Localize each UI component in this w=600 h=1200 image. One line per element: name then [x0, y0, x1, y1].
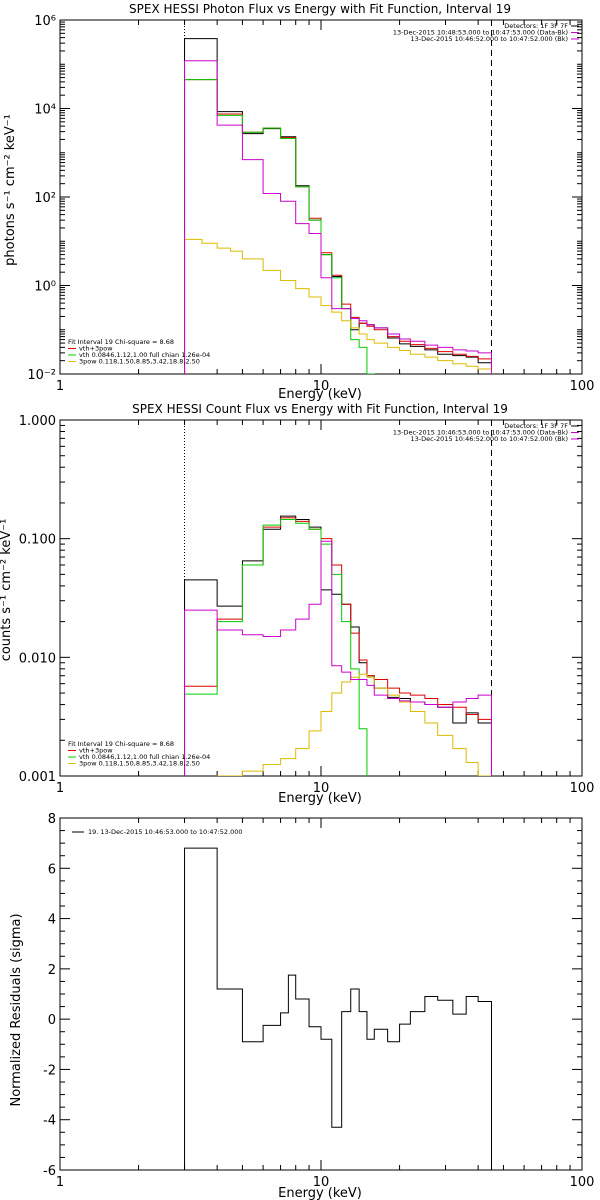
x-axis-label: Energy (keV) [278, 387, 362, 402]
series-line-bk [184, 60, 492, 374]
series-line-3pow [184, 673, 492, 776]
plot-frame [59, 19, 583, 375]
series-line-vth [184, 519, 492, 776]
y-tick-label: 0.001 [19, 770, 56, 785]
x-tick-label: 1 [56, 379, 64, 394]
y-tick-label: 8 [48, 812, 56, 827]
fit-legend-line: vth 0.0846,1.12,1.00 full chian 1.26e-04 [79, 753, 210, 761]
x-axis-label: Energy (keV) [278, 1186, 362, 1200]
y-tick-label: 10⁻² [27, 368, 56, 383]
y-axis-label: photons s⁻¹ cm⁻² keV⁻¹ [3, 114, 18, 266]
series-line-vth-3pow [184, 79, 492, 374]
y-axis-label: Normalized Residuals (sigma) [9, 913, 24, 1106]
y-tick-label: 0.010 [19, 651, 56, 666]
y-tick-label: 0 [48, 1013, 56, 1028]
series-line-vth [184, 79, 492, 374]
count-flux-panel: SPEX HESSI Count Flux vs Energy with Fit… [0, 402, 595, 806]
y-tick-label: -6 [43, 1164, 56, 1179]
plot-frame [59, 817, 583, 1171]
x-tick-label: 100 [570, 781, 595, 796]
info-line: 13-Dec-2015 10:46:52.000 to 10:47:52.000… [411, 435, 569, 443]
y-axis-label: counts s⁻¹ cm⁻² keV⁻¹ [0, 519, 14, 662]
fit-legend-line: Fit Interval 19 Chi-square = 8.68 [68, 338, 174, 346]
x-tick-label: 10 [313, 781, 330, 796]
series-line-data-bk [184, 515, 492, 776]
y-tick-label: 6 [48, 862, 56, 877]
x-tick-label: 10 [313, 379, 330, 394]
fit-legend-line: 3pow 0.118,1.50,8.85,3.42,18.8,2.50 [79, 358, 200, 366]
fit-legend-line: 3pow 0.118,1.50,8.85,3.42,18.8,2.50 [79, 760, 200, 768]
info-line: Detectors: 1F 3F 7F [504, 422, 568, 430]
x-tick-label: 1 [56, 781, 64, 796]
info-line: 13-Dec-2015 10:48:53.000 to 10:47:53.000… [393, 29, 568, 37]
y-tick-label: 10⁶ [34, 14, 56, 29]
y-tick-label: 1.000 [19, 414, 56, 429]
y-tick-label: -2 [43, 1063, 56, 1078]
fit-legend-line: vth+3pow [79, 747, 113, 755]
series-group [184, 847, 492, 1170]
x-axis-label: Energy (keV) [278, 791, 362, 806]
series-line-bk [184, 540, 492, 776]
residuals-panel: Energy (keV) Normalized Residuals (sigma… [9, 812, 594, 1200]
fit-legend-line: vth+3pow [79, 345, 113, 353]
series-line-data-bk [184, 38, 492, 374]
x-tick-label: 10 [313, 1175, 330, 1190]
x-tick-label: 100 [570, 379, 595, 394]
x-tick-label: 100 [570, 1175, 595, 1190]
residual-legend-text: 19. 13-Dec-2015 10:46:53.000 to 10:47:52… [88, 828, 243, 836]
info-line: 13-Dec-2015 10:46:53.000 to 10:47:53.000… [393, 429, 568, 437]
fit-legend-line: vth 0.0846,1.12,1.00 full chian 1.26e-04 [79, 351, 210, 359]
series-line-19 [184, 847, 492, 1170]
y-tick-label: 10⁰ [34, 280, 56, 295]
fit-legend-line: Fit Interval 19 Chi-square = 8.68 [68, 740, 174, 748]
series-line-vth-3pow [184, 517, 492, 776]
info-line: Detectors: 1F 3F 7F [504, 22, 568, 30]
series-group [184, 515, 492, 776]
x-tick-label: 1 [56, 1175, 64, 1190]
y-tick-label: 4 [48, 913, 56, 928]
photon-flux-panel: SPEX HESSI Photon Flux vs Energy with Fi… [3, 2, 595, 402]
y-tick-label: 2 [48, 963, 56, 978]
series-group [184, 38, 492, 374]
y-tick-label: 10² [34, 191, 56, 206]
y-tick-label: -4 [43, 1114, 56, 1129]
info-line: 13-Dec-2015 10:46:52.000 to 10:47:52.000… [411, 35, 569, 43]
panel-title: SPEX HESSI Count Flux vs Energy with Fit… [132, 402, 508, 416]
panel-title: SPEX HESSI Photon Flux vs Energy with Fi… [129, 2, 511, 16]
series-line-3pow [184, 238, 492, 374]
y-tick-label: 0.100 [19, 533, 56, 548]
y-tick-label: 10⁴ [34, 103, 56, 118]
